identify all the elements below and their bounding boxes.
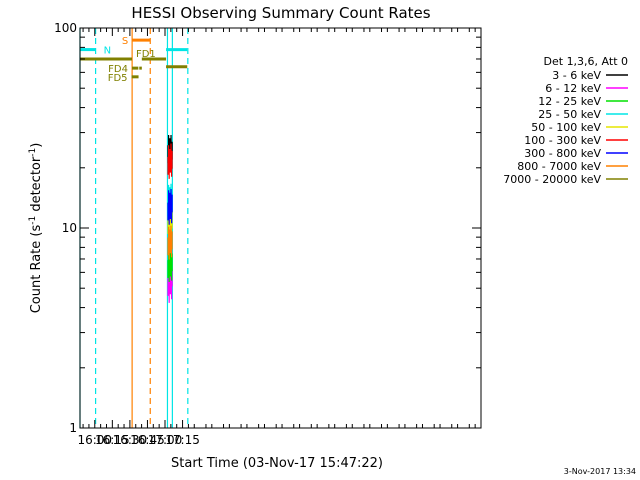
legend-label-0: 3 - 6 keV [552, 69, 601, 82]
legend-label-2: 12 - 25 keV [538, 95, 601, 108]
chart-title: HESSI Observing Summary Count Rates [131, 4, 430, 22]
legend-label-8: 7000 - 20000 keV [503, 173, 601, 186]
y-tick-label-2: 100 [54, 21, 77, 35]
y-axis-label-sup2: -1 [28, 148, 38, 157]
legend-title: Det 1,3,6, Att 0 [544, 55, 628, 68]
legend-label-6: 300 - 800 keV [524, 147, 601, 160]
flag-label-0: N [104, 46, 111, 57]
series-line-6 [167, 188, 173, 225]
legend-label-4: 50 - 100 keV [531, 121, 601, 134]
legend-label-3: 25 - 50 keV [538, 108, 601, 121]
y-axis-label: Count Rate (s-1 detector-1) [28, 143, 44, 314]
y-axis-label-end: ) [29, 143, 44, 148]
footer-timestamp: 3-Nov-2017 13:34 [564, 467, 636, 476]
y-axis-label-sup1: -1 [28, 216, 38, 225]
flag-label-4: FD4 [108, 64, 128, 75]
flag-label-1: S [122, 36, 128, 47]
x-tick-label-2: 16:30 [113, 433, 148, 447]
legend-label-1: 6 - 12 keV [545, 82, 601, 95]
series-line-7 [167, 225, 173, 260]
y-tick-label-0: 1 [69, 421, 77, 435]
x-tick-label-5: 17:15 [165, 433, 200, 447]
series-line-5 [167, 143, 173, 179]
x-tick-label-3: 16:45 [130, 433, 165, 447]
legend-label-5: 100 - 300 keV [524, 134, 601, 147]
x-tick-label-1: 16:15 [95, 433, 130, 447]
y-tick-label-1: 10 [62, 221, 77, 235]
plot-frame [79, 27, 482, 429]
x-tick-label-0: 16:00 [77, 433, 112, 447]
y-axis-label-mid: detector [29, 156, 44, 216]
flag-label-2: FD1 [136, 49, 156, 60]
y-axis-label-start: Count Rate (s [29, 225, 44, 314]
x-tick-label-4: 17:00 [148, 433, 183, 447]
y-axis: 1 10 100 [54, 21, 481, 435]
x-axis-label: Start Time (03-Nov-17 15:47:22) [171, 456, 383, 471]
flag-label-5: FD5 [108, 73, 128, 84]
legend-label-7: 800 - 7000 keV [517, 160, 601, 173]
